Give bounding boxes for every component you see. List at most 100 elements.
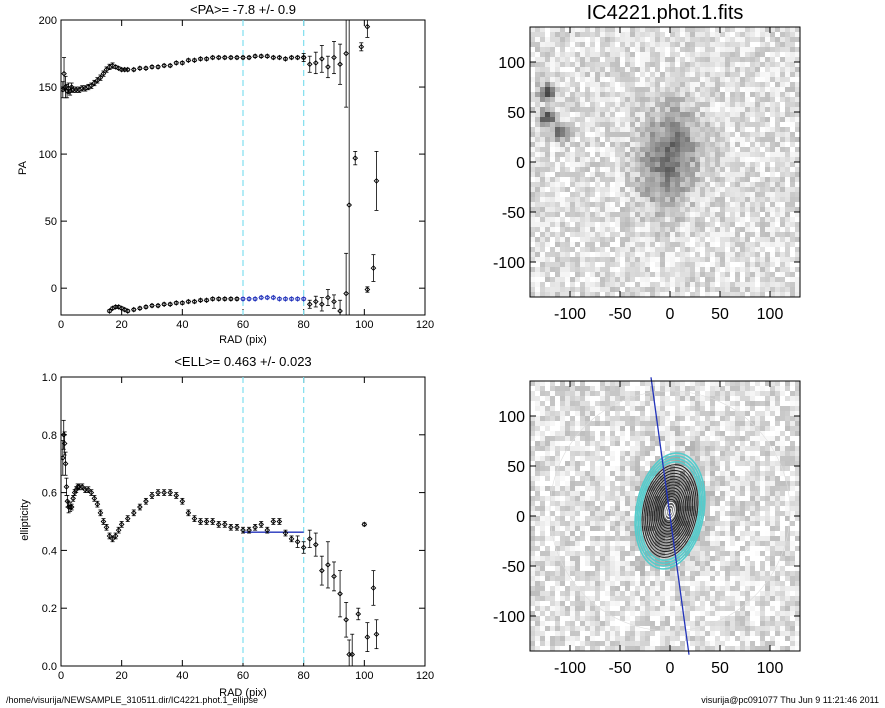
ellipticity-plot-data-point (124, 515, 131, 522)
galaxy-image-pixel (795, 52, 801, 58)
contour-image-pixel (635, 466, 641, 472)
galaxy-image-pixel (600, 82, 606, 88)
galaxy-image-pixel (595, 237, 601, 243)
ellipticity-plot-x-tick-label: 120 (416, 670, 434, 682)
galaxy-image-pixel (555, 287, 561, 293)
contour-image-pixel (560, 396, 566, 402)
galaxy-image-pixel (740, 232, 746, 238)
contour-image-pixel (720, 451, 726, 457)
contour-image-pixel (570, 491, 576, 497)
galaxy-image-pixel (680, 92, 686, 98)
galaxy-image-pixel (610, 122, 616, 128)
galaxy-image-pixel (655, 247, 661, 253)
galaxy-image-pixel (545, 267, 551, 273)
contour-image-pixel (780, 456, 786, 462)
galaxy-image-pixel (655, 242, 661, 248)
galaxy-image-pixel (750, 187, 756, 193)
galaxy-image-pixel (660, 232, 666, 238)
galaxy-image-pixel (605, 262, 611, 268)
galaxy-image-pixel (660, 117, 666, 123)
contour-image-pixel (560, 431, 566, 437)
galaxy-image-pixel (655, 117, 661, 123)
galaxy-image-pixel (590, 147, 596, 153)
contour-image-pixel (620, 461, 626, 467)
galaxy-image-pixel (580, 167, 586, 173)
galaxy-image-pixel (775, 52, 781, 58)
galaxy-image-pixel (535, 87, 541, 93)
galaxy-image-pixel (745, 242, 751, 248)
galaxy-image-pixel (740, 97, 746, 103)
contour-image-pixel (630, 476, 636, 482)
galaxy-image-pixel (715, 202, 721, 208)
galaxy-image-pixel (555, 122, 561, 128)
galaxy-image-pixel (570, 197, 576, 203)
galaxy-image-pixel (565, 247, 571, 253)
galaxy-image-pixel (670, 282, 676, 288)
galaxy-image-pixel (625, 162, 631, 168)
ellipticity-plot: <ELL>= 0.463 +/- 0.023 RAD (pix) ellipti… (19, 354, 434, 699)
contour-image-pixel (655, 396, 661, 402)
galaxy-image-pixel (790, 257, 796, 263)
contour-image-pixel (565, 466, 571, 472)
galaxy-image-pixel (695, 32, 701, 38)
galaxy-image-pixel (540, 127, 546, 133)
contour-image-pixel (760, 476, 766, 482)
contour-image-pixel (775, 481, 781, 487)
contour-image-pixel (605, 446, 611, 452)
galaxy-image-pixel (645, 222, 651, 228)
contour-image-pixel (610, 386, 616, 392)
contour-image-pixel (775, 476, 781, 482)
galaxy-image-pixel (620, 27, 626, 33)
galaxy-image-pixel (695, 252, 701, 258)
galaxy-image-pixel (575, 292, 581, 298)
galaxy-image-pixel (580, 217, 586, 223)
galaxy-image-pixel (565, 137, 571, 143)
contour-image-pixel (700, 391, 706, 397)
galaxy-image-pixel (635, 47, 641, 53)
galaxy-image-pixel (685, 92, 691, 98)
galaxy-image-pixel (660, 237, 666, 243)
galaxy-image-pixel (550, 222, 556, 228)
galaxy-image-pixel (690, 167, 696, 173)
galaxy-image-pixel (695, 257, 701, 263)
galaxy-image-pixel (660, 37, 666, 43)
galaxy-image-pixel (680, 247, 686, 253)
galaxy-image-pixel (725, 197, 731, 203)
contour-image-pixel (590, 406, 596, 412)
galaxy-image-pixel (545, 142, 551, 148)
galaxy-image-pixel (545, 87, 551, 93)
galaxy-image-pixel (670, 212, 676, 218)
galaxy-image-pixel (595, 82, 601, 88)
pa-plot-data-point (246, 296, 252, 302)
pa-plot-data-point (88, 82, 95, 89)
galaxy-image-pixel (660, 122, 666, 128)
galaxy-image-pixel (560, 167, 566, 173)
galaxy-image-pixel (755, 122, 761, 128)
galaxy-image-pixel (580, 212, 586, 218)
galaxy-image-pixel (750, 152, 756, 158)
contour-image-pixel (695, 431, 701, 437)
galaxy-image-pixel (730, 92, 736, 98)
galaxy-image-pixel (745, 32, 751, 38)
contour-image-pixel (550, 466, 556, 472)
contour-image-pixel (530, 466, 536, 472)
galaxy-image-pixel (735, 37, 741, 43)
contour-image-pixel (600, 461, 606, 467)
galaxy-image-pixel (795, 37, 801, 43)
galaxy-image-pixel (600, 177, 606, 183)
galaxy-image-pixel (590, 217, 596, 223)
galaxy-image-pixel (580, 127, 586, 133)
galaxy-image-pixel (710, 172, 716, 178)
contour-image-pixel (735, 471, 741, 477)
galaxy-image-pixel (625, 77, 631, 83)
galaxy-image-pixel (705, 262, 711, 268)
galaxy-image-pixel (635, 132, 641, 138)
galaxy-image-pixel (585, 137, 591, 143)
galaxy-image-pixel (565, 222, 571, 228)
galaxy-image-pixel (625, 227, 631, 233)
galaxy-image-pixel (780, 192, 786, 198)
galaxy-image-pixel (685, 57, 691, 63)
contour-image-pixel (690, 421, 696, 427)
galaxy-image-pixel (620, 157, 626, 163)
galaxy-image-pixel (755, 272, 761, 278)
